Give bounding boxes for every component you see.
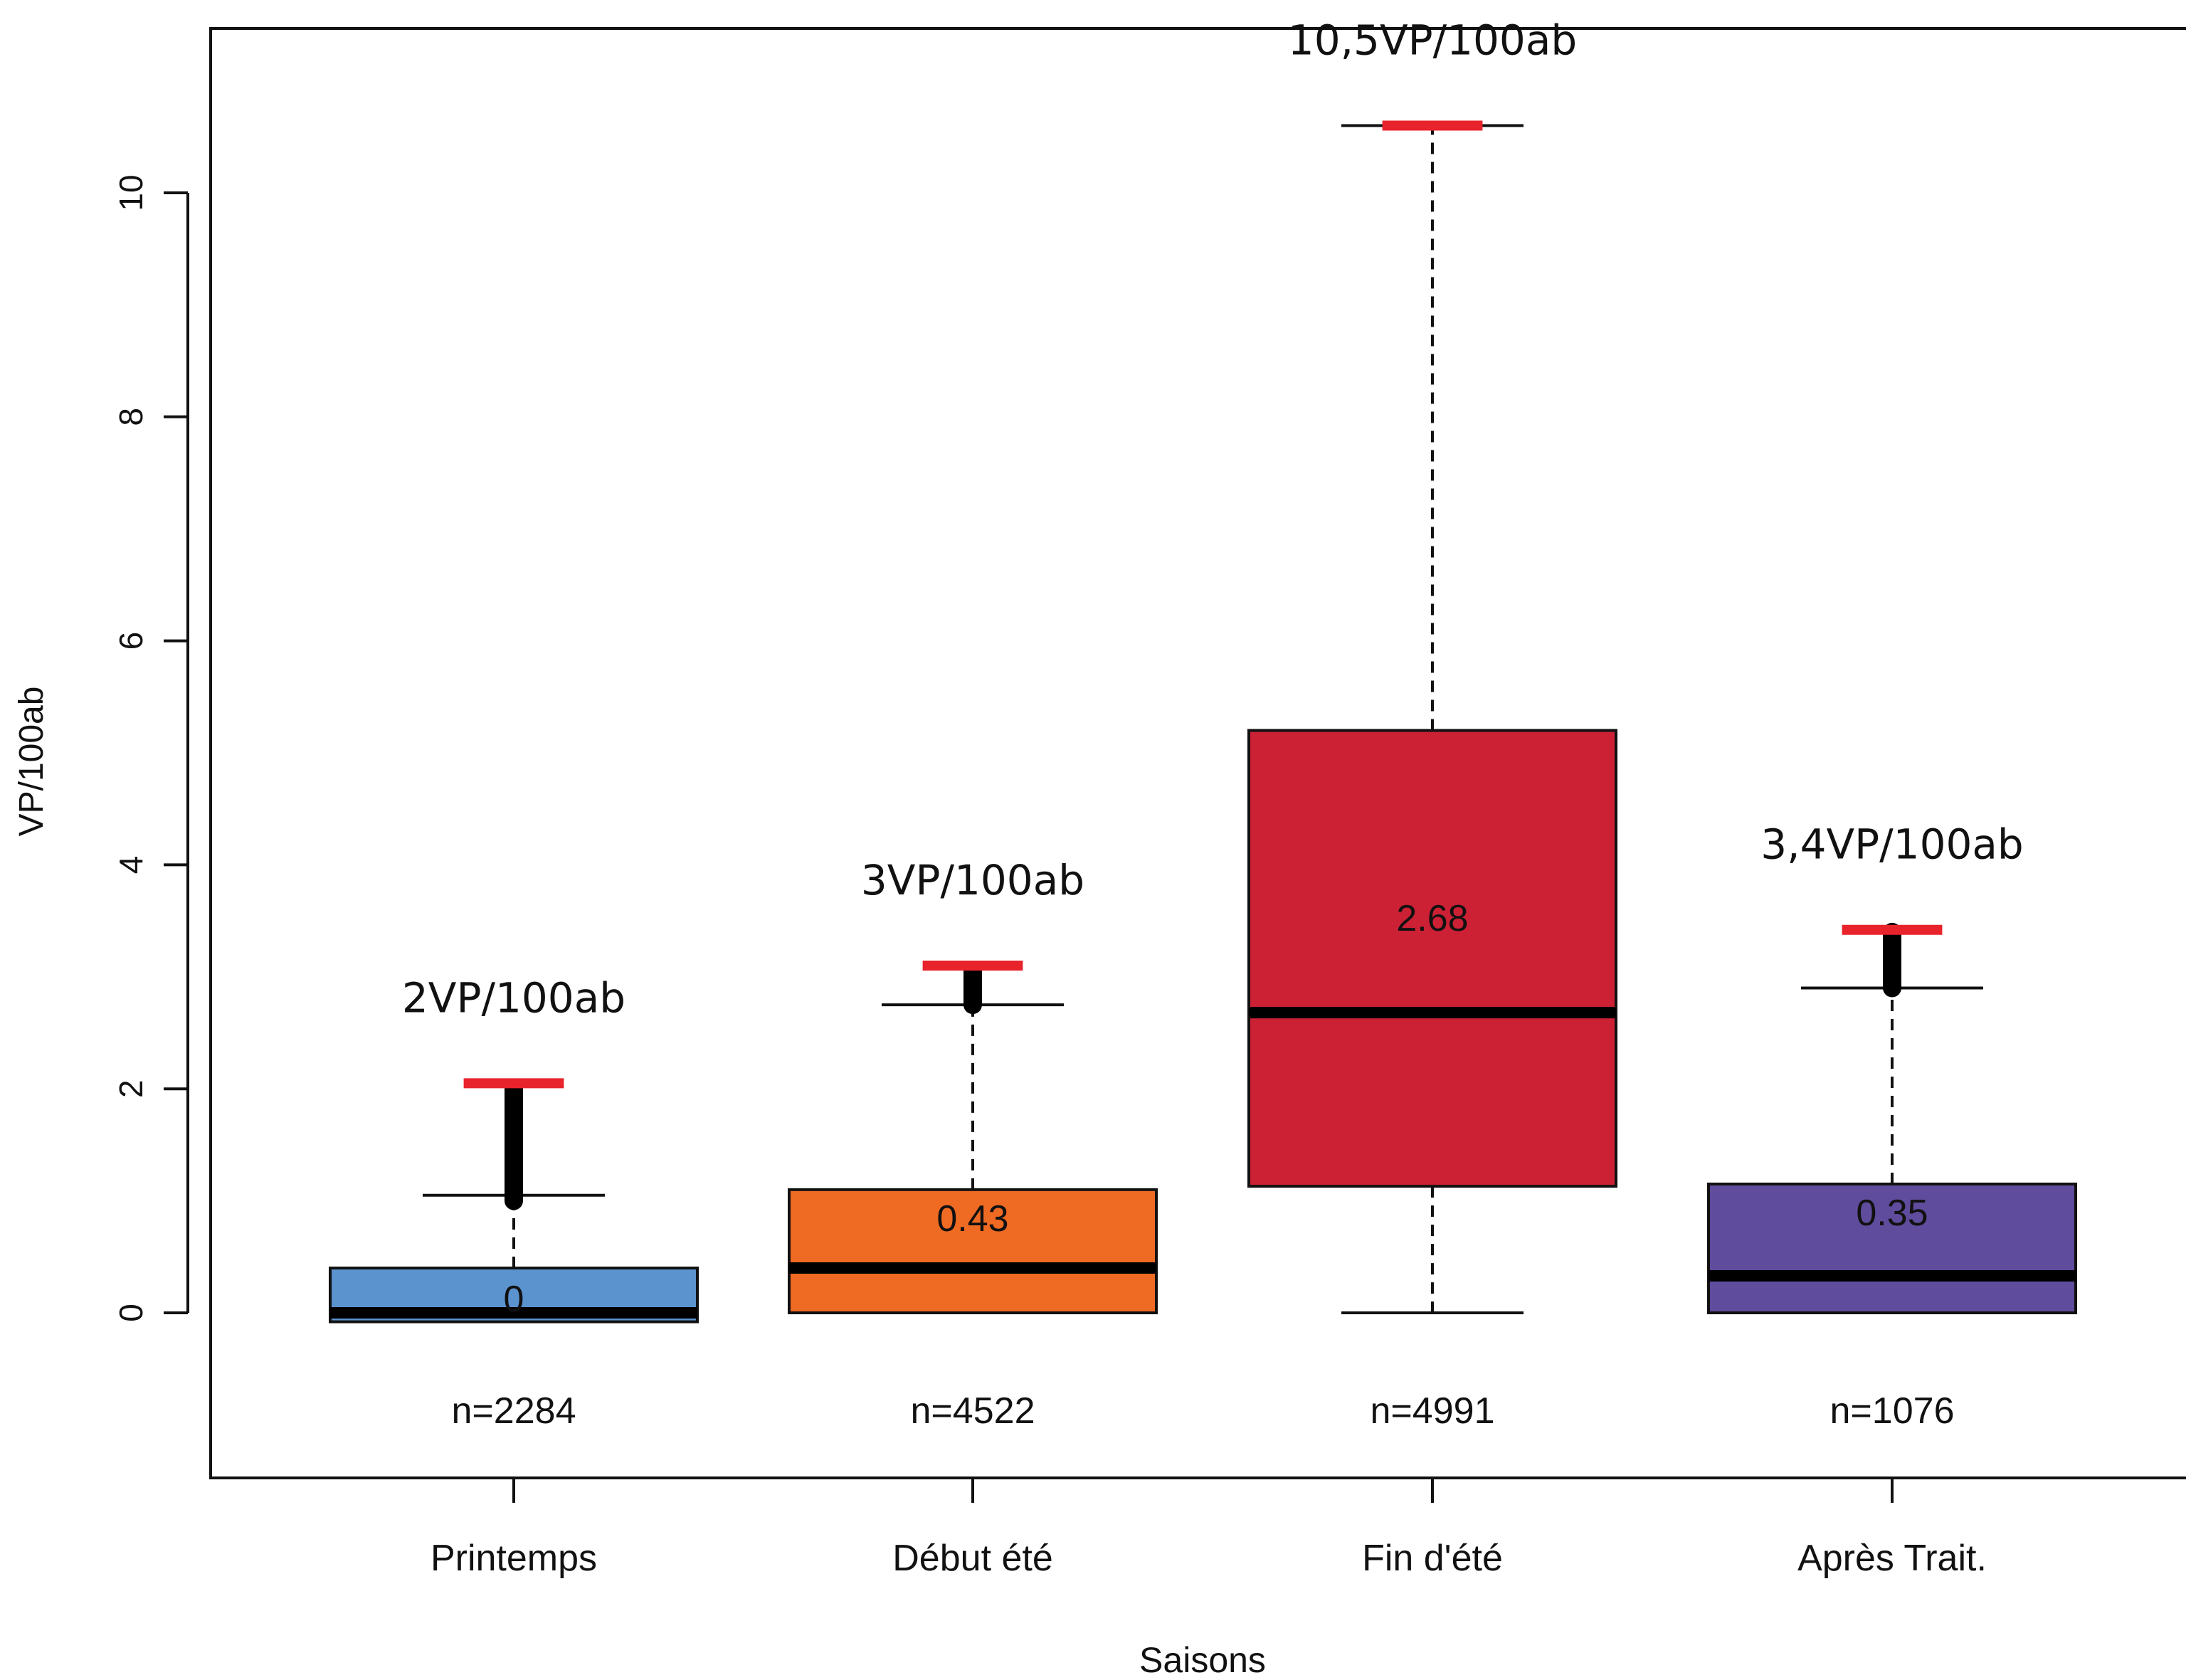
median-value-label: 0.43	[936, 1198, 1008, 1240]
y-tick-label: 2	[112, 1079, 149, 1098]
sample-size-label: n=1076	[1830, 1390, 1955, 1432]
box-group: 0.35 3,4VP/100ab n=1076	[1707, 820, 2077, 1432]
x-tick-label: Fin d'été	[1362, 1538, 1503, 1579]
max-value-label: 10,5VP/100ab	[1288, 16, 1577, 65]
x-tick-label: Printemps	[431, 1538, 597, 1579]
median-value-label: 0.35	[1856, 1193, 1928, 1234]
y-tick-label: 0	[112, 1304, 149, 1322]
plot-frame	[209, 27, 2186, 1479]
max-value-label: 2VP/100ab	[402, 973, 625, 1022]
x-axis-title: Saisons	[1139, 1640, 1266, 1680]
box-iqr	[788, 1188, 1158, 1314]
box-group: 0.43 3VP/100ab n=4522	[788, 856, 1158, 1432]
y-tick-label: 10	[112, 174, 149, 211]
box-group: 2.68 10,5VP/100ab n=4991	[1247, 16, 1617, 1432]
sample-size-label: n=4991	[1371, 1390, 1495, 1432]
y-tick-label: 4	[112, 856, 149, 875]
max-value-label: 3,4VP/100ab	[1760, 820, 2024, 869]
y-axis: 0 2 4 6 8 10	[112, 174, 189, 1322]
sample-size-label: n=4522	[911, 1390, 1035, 1432]
x-tick-label: Après Trait.	[1797, 1538, 1987, 1579]
x-tick-label: Début été	[892, 1538, 1053, 1579]
median-value-label: 2.68	[1396, 898, 1468, 939]
median-value-label: 0	[504, 1279, 524, 1320]
y-tick-label: 6	[112, 632, 149, 650]
box-iqr	[1247, 729, 1617, 1188]
boxes: 0 2VP/100ab n=2284 0.43 3VP/100ab n=4522 2.68 1…	[329, 16, 2077, 1432]
sample-size-label: n=2284	[452, 1390, 576, 1432]
box-group: 0 2VP/100ab n=2284	[329, 973, 699, 1432]
y-tick-label: 8	[112, 408, 149, 426]
max-value-label: 3VP/100ab	[861, 856, 1084, 904]
box-iqr	[1707, 1182, 2077, 1314]
x-axis: Printemps Début été Fin d'été Après Trait.	[431, 1478, 1987, 1579]
y-axis-title: VP/100ab	[13, 687, 51, 837]
